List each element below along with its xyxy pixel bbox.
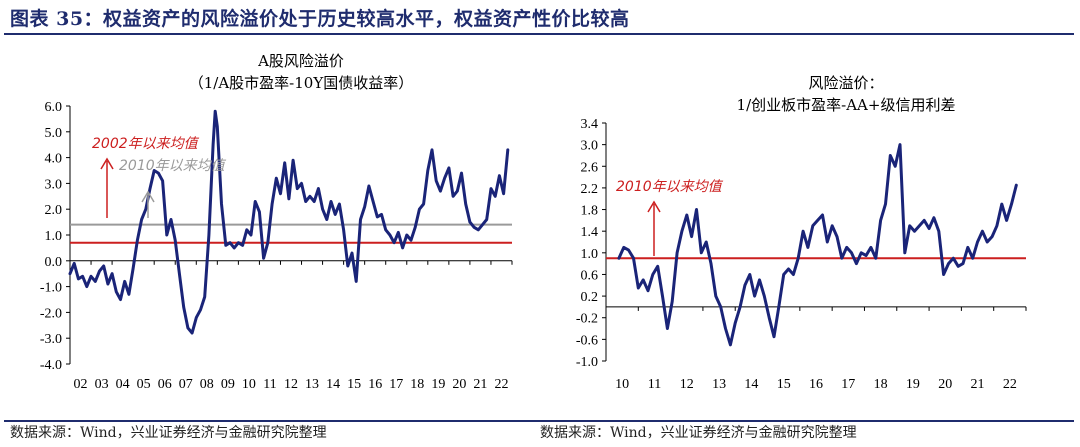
right-x-tick-label: 19 [906, 377, 920, 392]
right-y-tick-label: -0.6 [576, 333, 598, 348]
right-x-tick-label: 18 [874, 377, 888, 392]
left-chart-subtitle: （1/A股市盈率-10Y国债收益率） [189, 74, 414, 92]
left-x-tick-label: 12 [284, 377, 298, 392]
left-avg-2002-label: 2002年以来均值 [92, 136, 200, 152]
left-x-tick-label: 15 [347, 377, 361, 392]
figure-title: 图表 35：权益资产的风险溢价处于历史较高水平，权益资产性价比较高 [10, 8, 630, 30]
right-x-tick-label: 20 [938, 377, 952, 392]
source-note-right: 数据来源：Wind，兴业证券经济与金融研究院整理 [540, 425, 857, 441]
left-y-tick-label: 4.0 [45, 152, 63, 167]
right-y-tick-label: 2.2 [581, 182, 599, 197]
left-x-tick-label: 20 [452, 377, 466, 392]
left-y-tick-label: -1.0 [40, 281, 62, 296]
right-x-tick-label: 17 [841, 377, 855, 392]
left-x-tick-label: 06 [158, 377, 172, 392]
title-divider [4, 33, 1074, 35]
right-y-tick-label: 1.4 [581, 225, 599, 240]
right-x-tick-label: 12 [680, 377, 694, 392]
left-y-tick-label: 2.0 [45, 203, 63, 218]
right-y-tick-label: -0.2 [576, 312, 598, 327]
right-avg-2010-arrowhead [647, 200, 661, 213]
left-x-tick-label: 10 [242, 377, 256, 392]
left-x-tick-label: 14 [326, 377, 340, 392]
right-x-tick-label: 21 [971, 377, 985, 392]
right-y-tick-label: 3.0 [581, 139, 599, 154]
left-x-tick-label: 11 [263, 377, 276, 392]
right-y-tick-label: 1.0 [581, 247, 599, 262]
left-x-tick-label: 04 [116, 377, 130, 392]
right-series-line [617, 143, 1018, 347]
right-y-tick-label: 3.4 [581, 117, 599, 132]
right-chart-title: 风险溢价： [808, 74, 883, 92]
right-y-tick-label: 1.8 [581, 204, 599, 219]
left-series-line [68, 109, 510, 335]
left-x-tick-label: 09 [221, 377, 235, 392]
right-avg-2010-label: 2010年以来均值 [616, 179, 724, 195]
a-share-risk-premium-chart: A股风险溢价 （1/A股市盈率-10Y国债收益率） 6.0 5.0 4.0 3.0 2.0 1… [40, 52, 513, 392]
right-y-tick-label: 0.6 [581, 268, 599, 283]
left-avg-2010-arrowhead [141, 190, 155, 203]
left-x-tick-label: 17 [389, 377, 403, 392]
left-y-tick-label: -4.0 [40, 358, 62, 373]
left-x-tick-label: 13 [305, 377, 319, 392]
source-divider [4, 420, 1074, 422]
left-x-tick-label: 05 [137, 377, 151, 392]
left-y-tick-label: 0.0 [45, 255, 63, 270]
right-y-tick-label: 0.2 [581, 290, 599, 305]
left-y-tick-label: 1.0 [45, 229, 63, 244]
left-y-tick-label: 5.0 [45, 126, 63, 141]
right-x-tick-label: 14 [744, 377, 758, 392]
left-x-tick-label: 21 [473, 377, 487, 392]
right-x-tick-label: 11 [648, 377, 661, 392]
left-y-tick-label: 3.0 [45, 177, 63, 192]
chinext-risk-premium-chart: 风险溢价： 1/创业板市盈率-AA+级信用利差 3.4 3.0 2.6 2.2 1.8 1.4… [576, 74, 1027, 392]
right-x-tick-label: 13 [712, 377, 726, 392]
left-x-tick-label: 07 [179, 377, 193, 392]
left-avg-2002-arrowhead [100, 157, 114, 170]
left-chart-title: A股风险溢价 [257, 52, 344, 70]
left-x-tick-label: 18 [410, 377, 424, 392]
right-x-tick-label: 16 [809, 377, 823, 392]
left-avg-2010-label: 2010年以来均值 [119, 158, 227, 174]
left-y-tick-label: 6.0 [45, 100, 63, 115]
left-x-tick-label: 19 [431, 377, 445, 392]
right-x-tick-label: 10 [615, 377, 629, 392]
right-x-tick-label: 22 [1003, 377, 1017, 392]
left-x-tick-label: 16 [368, 377, 382, 392]
left-y-tick-label: -2.0 [40, 306, 62, 321]
left-x-tick-label: 02 [74, 377, 88, 392]
right-y-tick-label: -1.0 [576, 355, 598, 370]
left-x-tick-label: 08 [200, 377, 214, 392]
left-y-tick-label: -3.0 [40, 332, 62, 347]
right-y-tick-label: 2.6 [581, 160, 599, 175]
source-note-left: 数据来源：Wind，兴业证券经济与金融研究院整理 [10, 425, 327, 441]
right-x-tick-label: 15 [777, 377, 791, 392]
left-x-tick-label: 22 [494, 377, 508, 392]
left-x-tick-label: 03 [95, 377, 109, 392]
right-chart-subtitle: 1/创业板市盈率-AA+级信用利差 [737, 96, 956, 114]
